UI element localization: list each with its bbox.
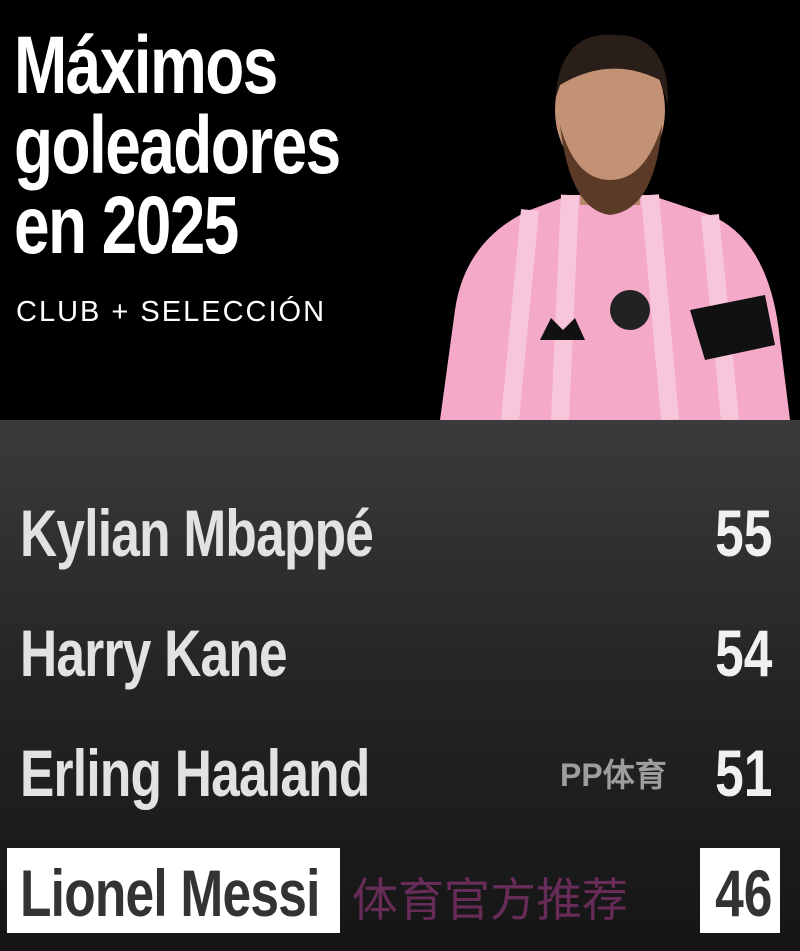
ranking-row-highlighted: Lionel Messi 46 xyxy=(0,848,800,938)
watermark-text: 体育官方推荐 xyxy=(352,873,628,927)
player-name: Erling Haaland xyxy=(20,736,370,810)
goal-count: 55 xyxy=(714,496,772,570)
subtitle: CLUB + SELECCIÓN xyxy=(16,296,327,328)
goal-count: 46 xyxy=(714,856,772,930)
highlight-box-goals xyxy=(700,848,780,933)
player-name: Kylian Mbappé xyxy=(20,496,374,570)
goal-count: 51 xyxy=(714,736,772,810)
player-name: Harry Kane xyxy=(20,616,288,690)
ranking-row: Harry Kane 54 xyxy=(0,608,800,698)
page-title: Máximos goleadores en 2025 xyxy=(14,20,341,271)
goal-count: 54 xyxy=(714,616,772,690)
title-line: en 2025 xyxy=(14,180,239,271)
highlight-box-name xyxy=(7,848,340,933)
player-name: Lionel Messi xyxy=(20,856,320,930)
ranking-row: Erling Haaland 51 xyxy=(0,728,800,818)
ranking-row: Kylian Mbappé 55 xyxy=(0,488,800,578)
player-photo xyxy=(440,34,790,420)
title-line: Máximos xyxy=(14,20,278,111)
watermark-logo: PP体育 xyxy=(560,757,667,793)
title-line: goleadores xyxy=(14,100,341,191)
